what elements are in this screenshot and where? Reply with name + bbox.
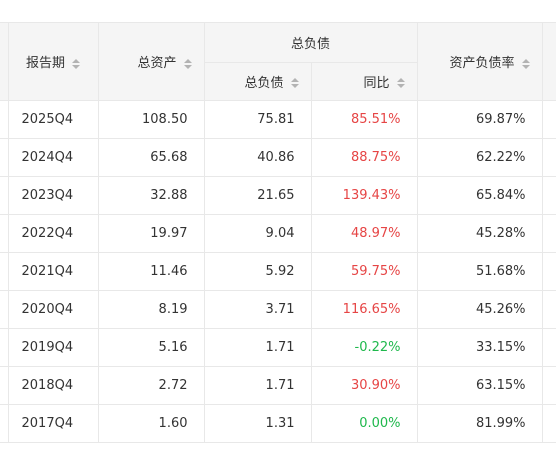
table-row[interactable]: 2023Q4 32.88 21.65 139.43% 65.84% [0, 176, 556, 215]
cell-total-assets: 19.97 [97, 214, 205, 253]
table-row[interactable]: 2022Q4 19.97 9.04 48.97% 45.28% [0, 214, 556, 253]
cell-yoy: 116.65% [310, 290, 418, 329]
sort-icon[interactable] [290, 78, 299, 89]
header-trailing-cell [542, 22, 556, 101]
cell-total-liabilities: 5.92 [203, 252, 312, 291]
table-row[interactable]: 2017Q4 1.60 1.31 0.00% 81.99% [0, 404, 556, 443]
cell-debt-ratio: 69.87% [416, 100, 543, 139]
row-leading-cell [0, 366, 9, 405]
header-yoy-label: 同比 [363, 75, 390, 91]
cell-total-assets: 1.60 [97, 404, 205, 443]
cell-yoy: 85.51% [310, 100, 418, 139]
header-total-assets[interactable]: 总资产 [97, 22, 205, 101]
cell-total-liabilities: 21.65 [203, 176, 312, 215]
table-row[interactable]: 2024Q4 65.68 40.86 88.75% 62.22% [0, 138, 556, 177]
cell-total-liabilities: 1.71 [203, 366, 312, 405]
cell-total-assets: 65.68 [97, 138, 205, 177]
header-total-liabilities-label: 总负债 [244, 75, 284, 91]
cell-period: 2024Q4 [7, 138, 99, 177]
cell-total-liabilities: 75.81 [203, 100, 312, 139]
cell-total-assets: 2.72 [97, 366, 205, 405]
cell-total-liabilities: 3.71 [203, 290, 312, 329]
table-row[interactable]: 2018Q4 2.72 1.71 30.90% 63.15% [0, 366, 556, 405]
cell-debt-ratio: 65.84% [416, 176, 543, 215]
table-body: 2025Q4 108.50 75.81 85.51% 69.87% 2024Q4 65.68… [0, 100, 556, 443]
cell-total-liabilities: 1.31 [203, 404, 312, 443]
cell-period: 2022Q4 [7, 214, 99, 253]
header-leading-cell [0, 22, 9, 101]
cell-debt-ratio: 33.15% [416, 328, 543, 367]
cell-debt-ratio: 62.22% [416, 138, 543, 177]
header-yoy[interactable]: 同比 [310, 61, 418, 101]
balance-sheet-table-container: 报告期 总资产 总负债 资产负债率 总负债 同比 [0, 22, 556, 443]
header-total-liabilities-group-label: 总负债 [291, 36, 331, 52]
cell-total-liabilities: 1.71 [203, 328, 312, 367]
sort-icon[interactable] [396, 78, 405, 89]
row-leading-cell [0, 404, 9, 443]
header-period[interactable]: 报告期 [7, 22, 99, 101]
cell-total-assets: 32.88 [97, 176, 205, 215]
cell-yoy: 48.97% [310, 214, 418, 253]
cell-period: 2019Q4 [7, 328, 99, 367]
header-debt-ratio-label: 资产负债率 [449, 56, 515, 71]
cell-total-assets: 8.19 [97, 290, 205, 329]
row-trailing-cell [542, 138, 556, 177]
cell-period: 2021Q4 [7, 252, 99, 291]
header-total-liabilities-group: 总负债 [203, 22, 418, 63]
row-trailing-cell [542, 252, 556, 291]
cell-period: 2023Q4 [7, 176, 99, 215]
cell-yoy: 30.90% [310, 366, 418, 405]
row-trailing-cell [542, 404, 556, 443]
balance-sheet-table: 报告期 总资产 总负债 资产负债率 总负债 同比 [0, 22, 556, 443]
cell-debt-ratio: 45.26% [416, 290, 543, 329]
table-row[interactable]: 2019Q4 5.16 1.71 -0.22% 33.15% [0, 328, 556, 367]
row-trailing-cell [542, 214, 556, 253]
cell-yoy: -0.22% [310, 328, 418, 367]
sort-icon[interactable] [521, 58, 530, 69]
row-trailing-cell [542, 176, 556, 215]
cell-debt-ratio: 63.15% [416, 366, 543, 405]
cell-period: 2017Q4 [7, 404, 99, 443]
cell-debt-ratio: 81.99% [416, 404, 543, 443]
cell-total-assets: 108.50 [97, 100, 205, 139]
row-trailing-cell [542, 290, 556, 329]
cell-total-liabilities: 9.04 [203, 214, 312, 253]
table-row[interactable]: 2025Q4 108.50 75.81 85.51% 69.87% [0, 100, 556, 139]
table-header: 报告期 总资产 总负债 资产负债率 总负债 同比 [0, 22, 556, 101]
header-total-liabilities[interactable]: 总负债 [203, 61, 312, 101]
row-leading-cell [0, 328, 9, 367]
sort-icon[interactable] [72, 58, 80, 69]
cell-total-assets: 5.16 [97, 328, 205, 367]
row-leading-cell [0, 290, 9, 329]
cell-debt-ratio: 51.68% [416, 252, 543, 291]
cell-period: 2020Q4 [7, 290, 99, 329]
header-total-assets-label: 总资产 [137, 56, 177, 71]
cell-period: 2018Q4 [7, 366, 99, 405]
cell-period: 2025Q4 [7, 100, 99, 139]
row-leading-cell [0, 138, 9, 177]
cell-total-assets: 11.46 [97, 252, 205, 291]
sort-icon[interactable] [183, 58, 192, 69]
row-leading-cell [0, 100, 9, 139]
cell-yoy: 88.75% [310, 138, 418, 177]
cell-debt-ratio: 45.28% [416, 214, 543, 253]
table-row[interactable]: 2021Q4 11.46 5.92 59.75% 51.68% [0, 252, 556, 291]
cell-yoy: 0.00% [310, 404, 418, 443]
table-row[interactable]: 2020Q4 8.19 3.71 116.65% 45.26% [0, 290, 556, 329]
cell-total-liabilities: 40.86 [203, 138, 312, 177]
row-leading-cell [0, 176, 9, 215]
header-debt-ratio[interactable]: 资产负债率 [416, 22, 543, 101]
row-trailing-cell [542, 366, 556, 405]
row-trailing-cell [542, 328, 556, 367]
row-leading-cell [0, 252, 9, 291]
header-period-label: 报告期 [25, 56, 65, 71]
row-trailing-cell [542, 100, 556, 139]
cell-yoy: 59.75% [310, 252, 418, 291]
row-leading-cell [0, 214, 9, 253]
cell-yoy: 139.43% [310, 176, 418, 215]
